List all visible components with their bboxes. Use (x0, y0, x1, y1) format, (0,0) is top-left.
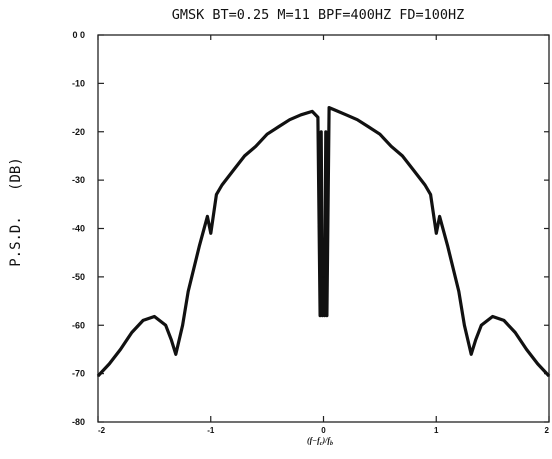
x-tick-label: -2 (98, 426, 106, 435)
psd-data-point (164, 324, 167, 327)
psd-data-point (328, 106, 330, 109)
psd-data-point (319, 314, 321, 317)
psd-series-line (96, 106, 551, 378)
x-tick-label: 1 (434, 426, 439, 435)
psd-data-point (321, 314, 324, 317)
psd-data-point (345, 114, 347, 116)
psd-data-point (300, 114, 302, 116)
psd-data-point (491, 315, 494, 318)
psd-data-point (255, 145, 257, 148)
x-axis-label-sub-c: c (320, 441, 323, 447)
psd-data-point (322, 276, 325, 278)
y-tick-label: -60 (72, 320, 85, 330)
psd-data-point (325, 131, 327, 133)
psd-data-point (243, 155, 246, 157)
psd-data-point (438, 215, 441, 218)
psd-data-point (187, 290, 189, 293)
psd-data-point (334, 109, 336, 111)
psd-data-point (435, 232, 438, 235)
psd-data-point (356, 118, 359, 121)
psd-data-point (206, 215, 209, 218)
psd-data-point (142, 319, 144, 322)
psd-data-point (153, 315, 156, 318)
x-axis-label: (f−fc)/fb (307, 436, 333, 447)
y-tick-label: -80 (72, 417, 85, 427)
psd-data-point (181, 324, 184, 327)
psd-data-point (412, 169, 415, 172)
psd-data-point (311, 110, 314, 113)
psd-data-point (170, 339, 173, 341)
psd-data-point (97, 375, 99, 377)
x-tick-label: 2 (545, 426, 550, 435)
x-axis-label-sub-b: b (330, 441, 333, 447)
chart-title: GMSK BT=0.25 M=11 BPF=400HZ FD=100HZ (172, 7, 465, 23)
axes (97, 34, 550, 423)
psd-data-point (514, 331, 516, 334)
psd-data-point (320, 131, 323, 133)
series-layer (96, 106, 551, 378)
y-tick-label: 0 0 (72, 30, 85, 40)
psd-data-point (424, 184, 426, 186)
psd-data-point (131, 331, 133, 334)
psd-data-point (536, 363, 539, 365)
x-axis-label-mid: )/f (321, 436, 331, 445)
psd-data-point (480, 324, 483, 327)
psd-data-point (458, 290, 460, 293)
y-tick-label: -50 (72, 272, 85, 282)
psd-data-point (232, 169, 235, 172)
x-tick-label: -1 (207, 426, 215, 435)
psd-data-point (326, 314, 328, 317)
psd-data-point (323, 314, 326, 317)
psd-data-point (470, 353, 473, 356)
psd-data-point (266, 133, 268, 135)
x-tick-label: 0 (321, 426, 326, 435)
psd-data-point (277, 126, 280, 128)
y-tick-label: -20 (72, 127, 85, 137)
psd-data-point (503, 319, 505, 322)
psd-data-point (221, 184, 223, 186)
psd-data-point (525, 348, 528, 351)
ticks: 0 0-10-20-30-40-50-60-70-80-2 -1 0 1 2 (72, 30, 550, 435)
psd-data-point (446, 244, 449, 247)
psd-data-point (474, 339, 477, 341)
psd-data-point (390, 145, 393, 148)
psd-data-point (548, 375, 550, 377)
y-tick-label: -10 (72, 78, 85, 88)
psd-data-point (175, 353, 177, 356)
psd-data-point (198, 244, 201, 247)
psd-data-point (429, 193, 432, 196)
y-tick-label: -40 (72, 224, 85, 234)
y-tick-label: -30 (72, 175, 85, 185)
psd-data-point (379, 133, 381, 135)
psd-data-point (108, 363, 111, 365)
psd-data-point (210, 232, 212, 235)
x-axis-label-open: (f−f (307, 436, 321, 445)
plot-frame (97, 34, 550, 423)
psd-data-point (463, 324, 466, 327)
psd-data-point (401, 155, 404, 157)
psd-data-point (367, 126, 370, 128)
psd-data-point (119, 348, 122, 351)
psd-data-point (215, 193, 218, 196)
psd-data-point (317, 116, 319, 118)
y-tick-label: -70 (72, 369, 85, 379)
psd-data-point (288, 118, 291, 121)
y-axis-label: P.S.D. (DB) (8, 157, 24, 267)
